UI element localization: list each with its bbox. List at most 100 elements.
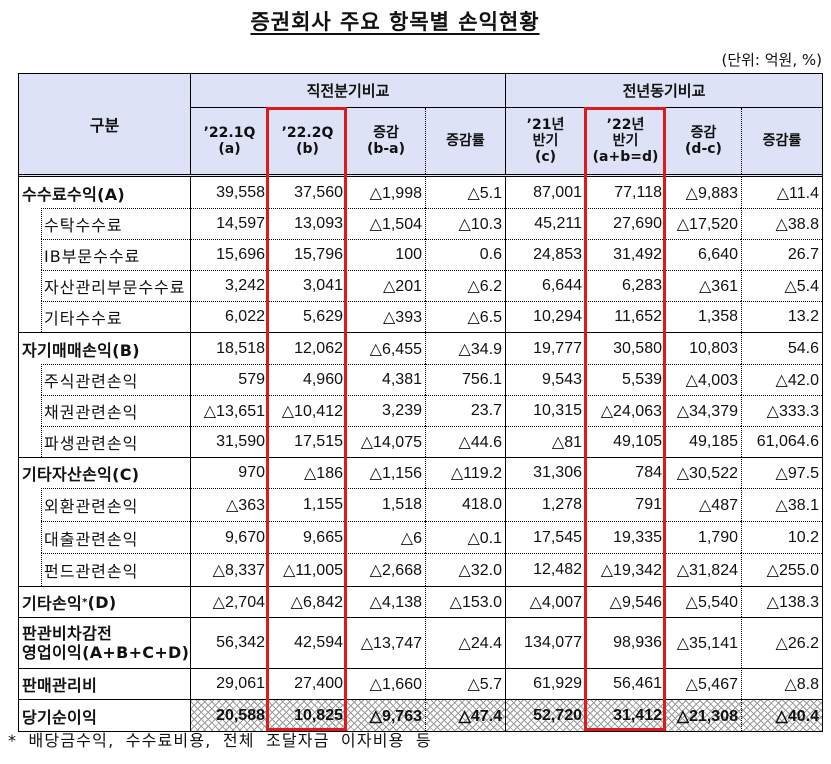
header-line: (d-c): [685, 141, 722, 157]
cell: 418.0: [425, 488, 505, 521]
table-row-other-assets: 기타자산손익(C) 970 △186 △1,156 △119.2 31,306 …: [19, 457, 822, 488]
cell: △9,763: [346, 699, 425, 731]
row-label-text: 파생관련손익: [41, 426, 190, 457]
cell: 10,315: [505, 395, 585, 426]
footnote-marker: *: [82, 596, 88, 608]
cell: △11.4: [741, 177, 822, 208]
cell: 0.6: [425, 239, 505, 270]
row-label-text: 펀드관련손익: [41, 553, 190, 586]
cell: △32.0: [425, 553, 505, 586]
cell: △138.3: [741, 586, 822, 617]
header-columns: ’22.1Q (a) ’22.2Q (b) 증감 (b-a) 증감률 ’21년 …: [190, 108, 822, 174]
page-title: 증권회사 주요 항목별 손익현황: [250, 10, 540, 34]
cell: △6,455: [346, 332, 425, 364]
header-line: 증감: [690, 125, 717, 141]
header-col-22-2q: ’22.2Q (b): [268, 108, 346, 174]
cell: △38.8: [741, 208, 822, 239]
row-label: 당기순이익: [19, 699, 190, 731]
table-row: 기타수수료 6,022 5,629 △393 △6.5 10,294 11,65…: [19, 301, 822, 332]
row-label-text: 채권관련손익: [41, 395, 190, 426]
header-col-change-y: 증감 (d-c): [665, 108, 741, 174]
cell: △11,005: [268, 553, 346, 586]
cell: 19,777: [505, 332, 585, 364]
header-line: (a): [218, 141, 241, 157]
cell: 4,960: [268, 364, 346, 395]
cell: △119.2: [425, 457, 505, 488]
cell: 17,545: [505, 521, 585, 553]
cell: △255.0: [741, 553, 822, 586]
cell: 1,518: [346, 488, 425, 521]
row-label-text: 외환관련손익: [41, 488, 190, 521]
cell: △1,660: [346, 668, 425, 699]
cell: △13,747: [346, 617, 425, 668]
header-group-prev-quarter: 직전분기비교: [190, 74, 505, 108]
header-col-22-half: ’22년 반기 (a+b=d): [585, 108, 665, 174]
cell: 1,278: [505, 488, 585, 521]
header-col-rate-q: 증감률: [425, 108, 505, 174]
cell: 27,400: [268, 668, 346, 699]
cell: 791: [585, 488, 665, 521]
cell: △42.0: [741, 364, 822, 395]
row-label-text: 수탁수수료: [41, 208, 190, 239]
row-label: 파생관련손익: [19, 426, 190, 457]
cell: △5.4: [741, 270, 822, 301]
cell: △9,546: [585, 586, 665, 617]
table-row-proprietary-trading: 자기매매손익(B) 18,518 12,062 △6,455 △34.9 19,…: [19, 332, 822, 364]
cell: △5.1: [425, 177, 505, 208]
header-col-change-q: 증감 (b-a): [346, 108, 425, 174]
cell: △9,883: [665, 177, 741, 208]
header-line: (a+b=d): [592, 149, 659, 165]
row-label: 채권관련손익: [19, 395, 190, 426]
cell: 49,105: [585, 426, 665, 457]
cell: 49,185: [665, 426, 741, 457]
cell: △30,522: [665, 457, 741, 488]
cell: 6,022: [190, 301, 268, 332]
cell: △35,141: [665, 617, 741, 668]
cell: △201: [346, 270, 425, 301]
row-label: 외환관련손익: [19, 488, 190, 521]
cell: 30,580: [585, 332, 665, 364]
cell: 14,597: [190, 208, 268, 239]
header-col-rate-y: 증감률: [741, 108, 822, 174]
cell: 3,239: [346, 395, 425, 426]
row-label: 자산관리부문수수료: [19, 270, 190, 301]
row-label: 자기매매손익(B): [19, 332, 190, 364]
table-row: 수탁수수료 14,597 13,093 △1,504 △10.3 45,211 …: [19, 208, 822, 239]
cell: △4,138: [346, 586, 425, 617]
row-label: 대출관련손익: [19, 521, 190, 553]
cell: 10,825: [268, 699, 346, 731]
table-row: 외환관련손익 △363 1,155 1,518 418.0 1,278 791 …: [19, 488, 822, 521]
cell: 61,929: [505, 668, 585, 699]
header-group-prev-year: 전년동기비교: [505, 74, 822, 108]
row-label-line1: 판관비차감전: [22, 624, 113, 643]
cell: △6.5: [425, 301, 505, 332]
cell: △19,342: [585, 553, 665, 586]
cell: 45,211: [505, 208, 585, 239]
cell: △6,842: [268, 586, 346, 617]
cell: △13,651: [190, 395, 268, 426]
cell: △8.8: [741, 668, 822, 699]
cell: △393: [346, 301, 425, 332]
cell: 98,936: [585, 617, 665, 668]
row-label: 펀드관련손익: [19, 553, 190, 586]
cell: 5,629: [268, 301, 346, 332]
cell: 9,543: [505, 364, 585, 395]
cell: △186: [268, 457, 346, 488]
cell: 23.7: [425, 395, 505, 426]
cell: △2,668: [346, 553, 425, 586]
header-line: ’22.2Q: [281, 125, 334, 141]
header-line: (c): [534, 149, 557, 165]
cell: 37,560: [268, 177, 346, 208]
cell: 11,652: [585, 301, 665, 332]
header-right: 직전분기비교 전년동기비교 ’22.1Q (a) ’22.2Q (b) 증감 (…: [190, 74, 822, 174]
cell: 27,690: [585, 208, 665, 239]
cell: 52,720: [505, 699, 585, 731]
row-label: IB부문수수료: [19, 239, 190, 270]
cell: 31,306: [505, 457, 585, 488]
cell: △26.2: [741, 617, 822, 668]
table-row: IB부문수수료 15,696 15,796 100 0.6 24,853 31,…: [19, 239, 822, 270]
table-row: 주식관련손익 579 4,960 4,381 756.1 9,543 5,539…: [19, 364, 822, 395]
cell: △1,504: [346, 208, 425, 239]
cell: 42,594: [268, 617, 346, 668]
cell: △17,520: [665, 208, 741, 239]
